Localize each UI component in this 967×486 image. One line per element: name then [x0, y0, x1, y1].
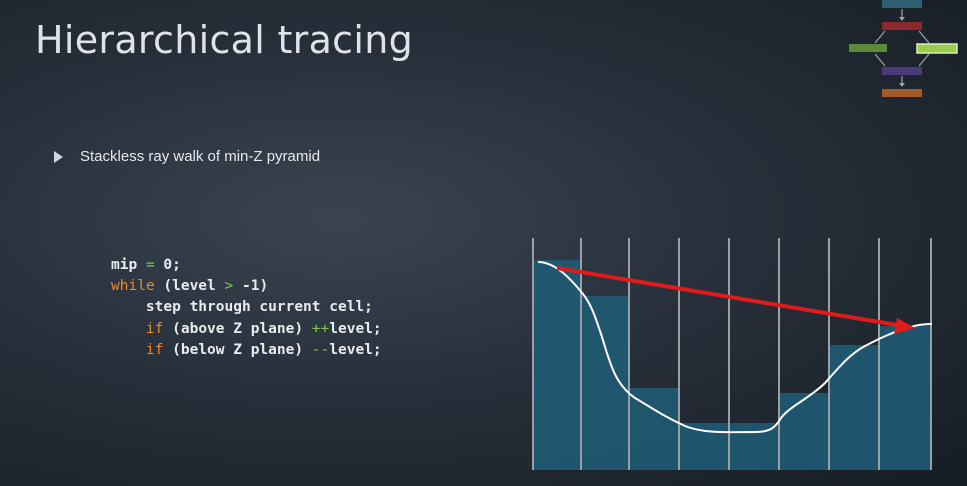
depth-cell: [729, 423, 779, 470]
code-block: mip = 0; while (level > -1) step through …: [111, 255, 382, 361]
code-line-5: if (below Z plane) --level;: [145, 341, 382, 358]
depth-cell: [879, 326, 931, 470]
pipeline-flow-icon: [849, 0, 958, 97]
triangle-bullet-icon: [54, 150, 63, 163]
bullet-point: Stackless ray walk of min-Z pyramid: [54, 148, 320, 165]
slide-title: Hierarchical tracing: [35, 18, 414, 62]
depth-columns: [533, 260, 931, 470]
min-z-pyramid-diagram: [532, 238, 933, 470]
code-line-3: step through current cell;: [145, 299, 373, 316]
code-line-2: while (level > -1): [111, 278, 269, 295]
depth-cell: [829, 345, 879, 470]
depth-surface: [537, 261, 933, 434]
ray-arrowhead: [894, 318, 915, 334]
ray-line: [556, 266, 904, 328]
bullet-text: Stackless ray walk of min-Z pyramid: [80, 148, 321, 165]
depth-cell: [629, 388, 679, 470]
depth-cell: [533, 260, 581, 470]
code-line-4: if (above Z plane) ++level;: [145, 320, 382, 337]
depth-cell: [779, 393, 829, 470]
depth-cell: [581, 296, 629, 470]
code-line-1: mip = 0;: [111, 257, 181, 273]
